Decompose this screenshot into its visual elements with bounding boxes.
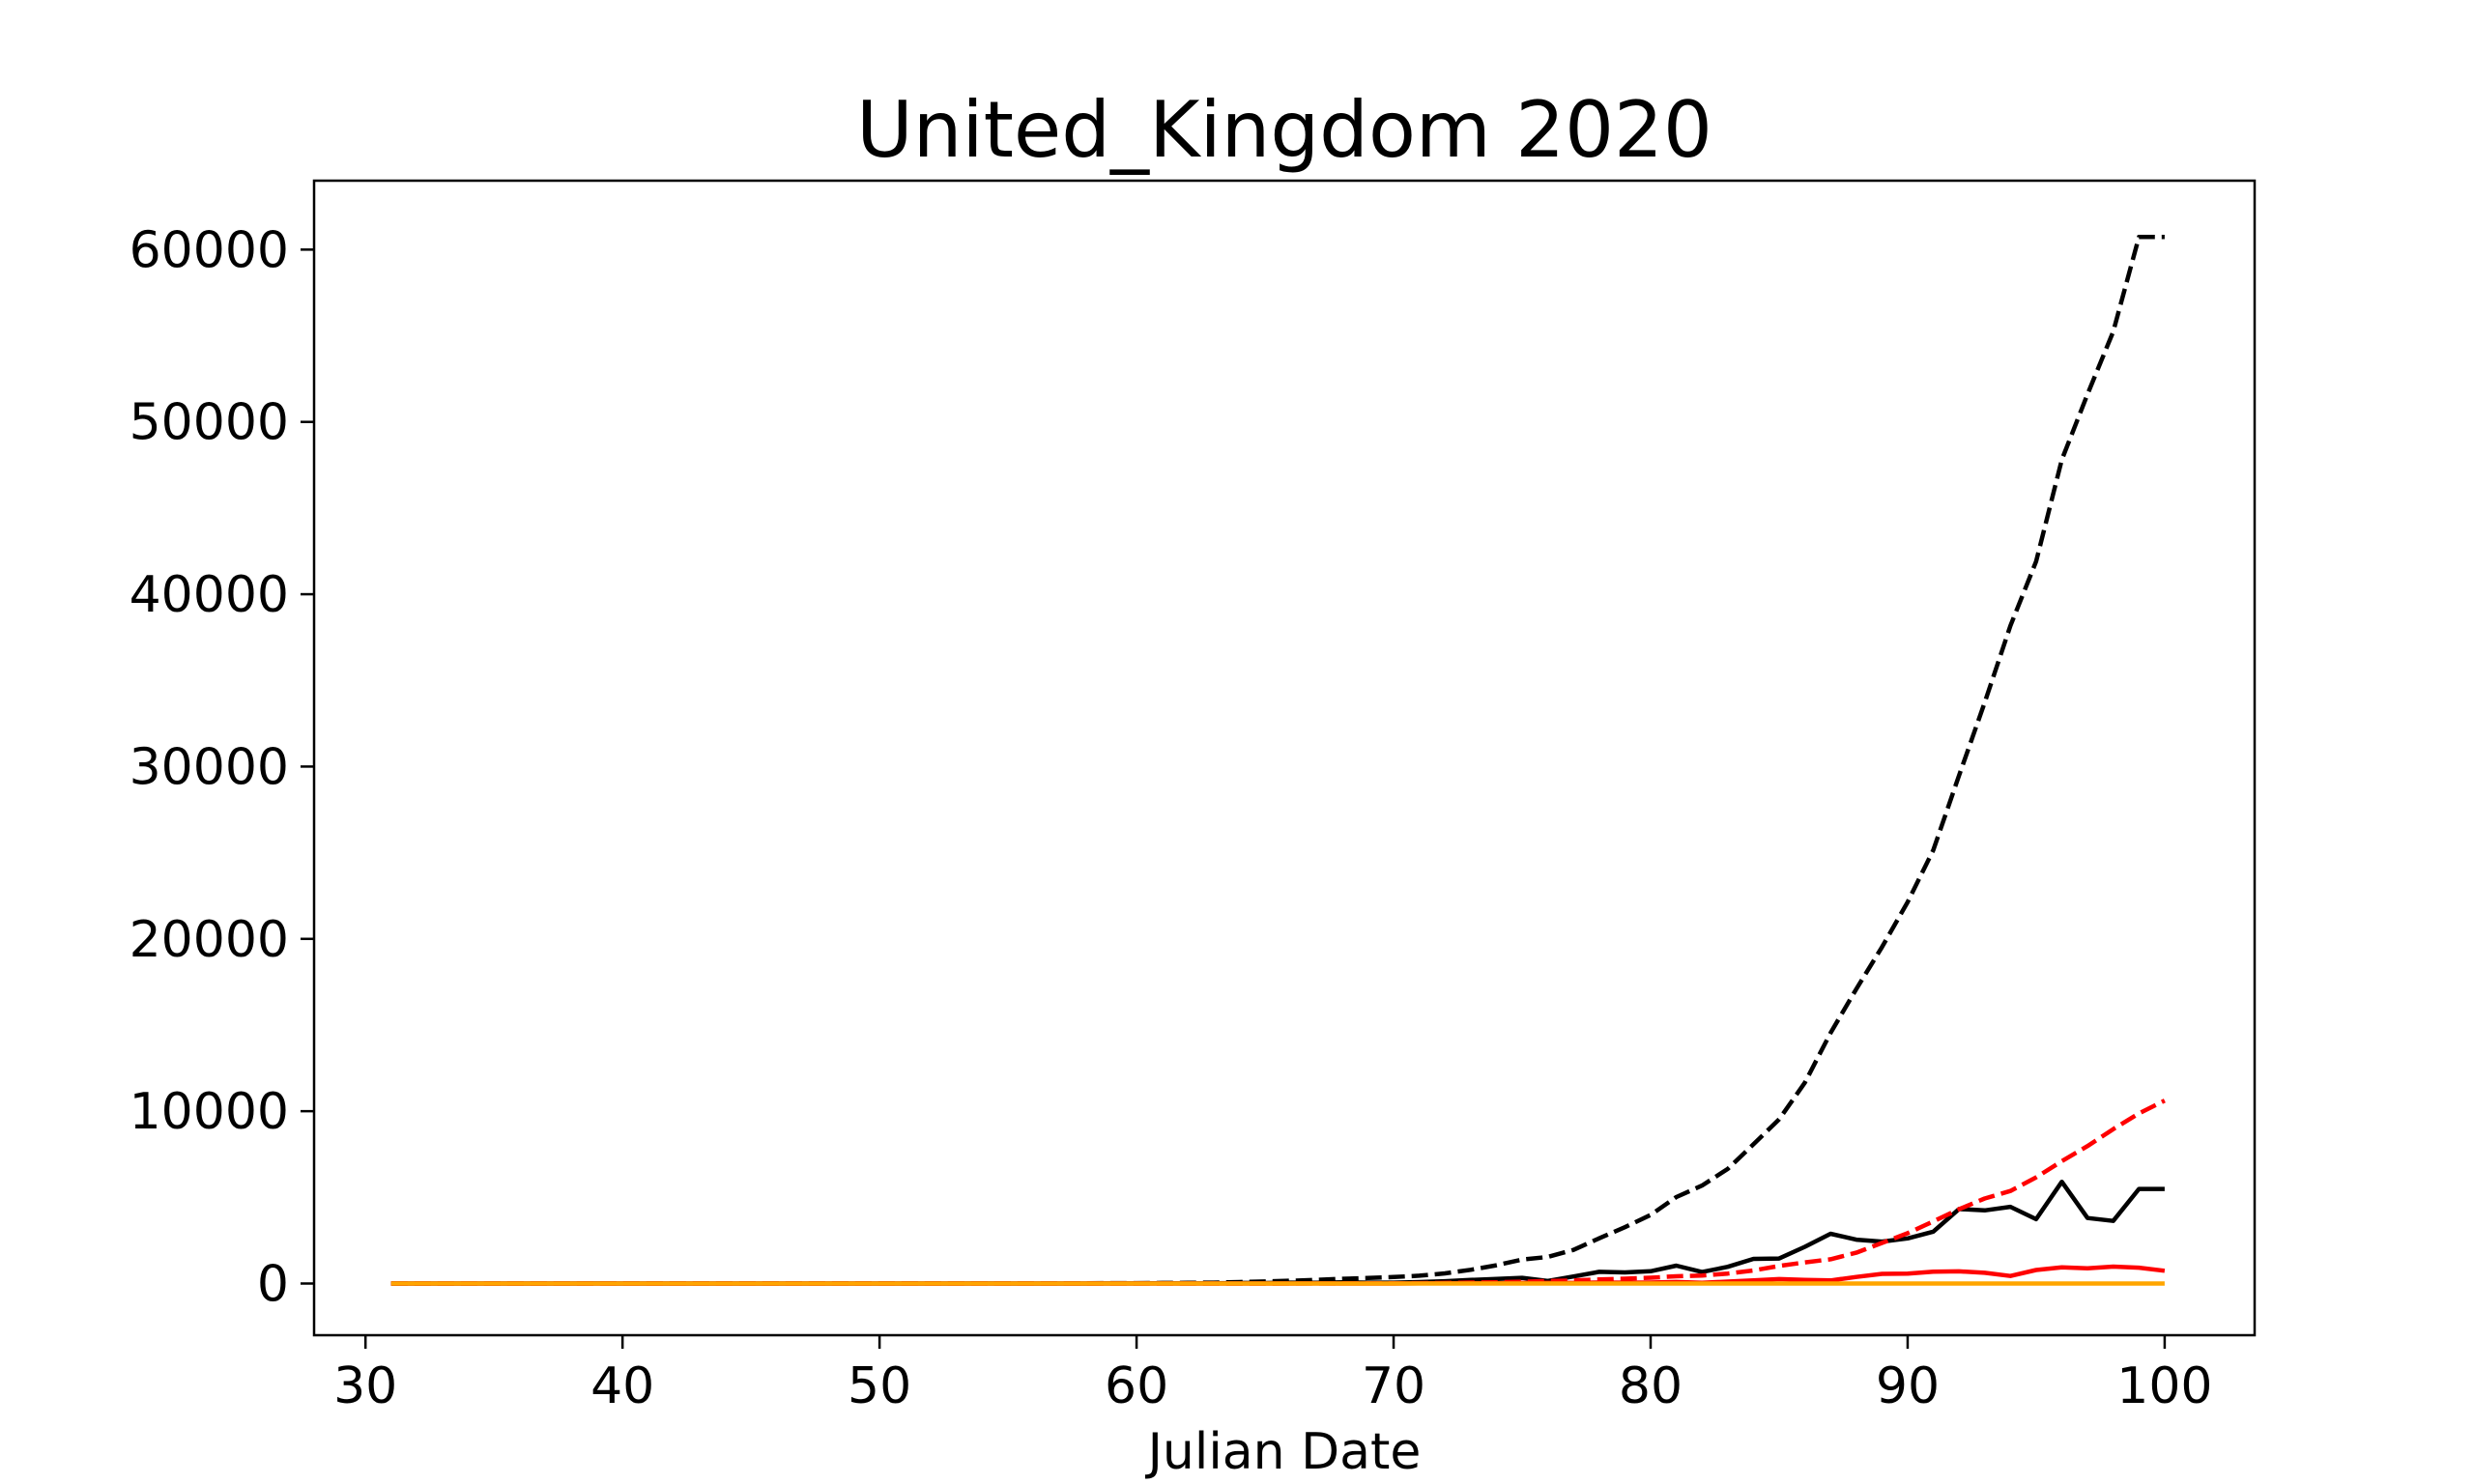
series-line-3 [390,1099,2166,1286]
x-tick-label: 50 [848,1357,911,1415]
x-axis: 30 40 50 60 70 80 90 100 [333,1335,2213,1415]
y-tick-label: 0 [257,1255,289,1313]
x-tick-label: 30 [333,1357,397,1415]
x-tick-label: 100 [2116,1357,2212,1415]
y-tick-label: 60000 [129,221,289,279]
x-tick-label: 60 [1105,1357,1168,1415]
chart-title: United_Kingdom 2020 [856,85,1712,175]
y-tick-label: 30000 [129,738,289,796]
series-line-1 [390,235,2165,1286]
y-tick-label: 20000 [129,911,289,969]
y-axis: 0 10000 20000 30000 40000 50000 60000 [129,221,314,1313]
series-line-2 [390,1179,2165,1286]
x-tick-label: 40 [590,1357,654,1415]
x-tick-label: 70 [1362,1357,1425,1415]
x-tick-label: 90 [1876,1357,1940,1415]
plot-frame [312,179,2257,1337]
y-tick-label: 50000 [129,394,289,452]
x-axis-label: Julian Date [1145,1423,1422,1481]
y-tick-label: 40000 [129,566,289,624]
x-tick-label: 80 [1619,1357,1683,1415]
series-layer [390,235,2166,1286]
y-tick-label: 10000 [129,1083,289,1141]
